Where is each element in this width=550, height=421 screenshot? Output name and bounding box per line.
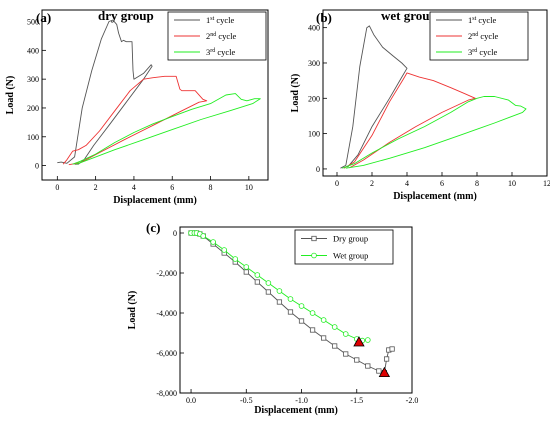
data-point	[365, 338, 370, 343]
data-point	[277, 289, 282, 294]
data-point	[321, 318, 326, 323]
data-point	[343, 332, 348, 337]
y-tick-label: 400	[308, 24, 320, 33]
legend-label: Dry group	[333, 234, 368, 244]
chart-panel-3: 0.0 -0.5 -1.0 -1.5 -2.0 0 -2,000 -4,000 -6,000 -8…	[127, 220, 418, 416]
data-point	[255, 273, 260, 278]
x-axis-title: Displacement (mm)	[254, 405, 338, 416]
x-tick-label: 0.0	[186, 396, 196, 405]
y-tick-label: 300	[308, 59, 320, 68]
x-axis-title: Displacement (mm)	[113, 195, 197, 206]
x-tick-label: 0	[55, 183, 59, 192]
x-tick-label: -0.5	[240, 396, 253, 405]
data-point	[299, 304, 304, 309]
legend-label: Wet group	[333, 251, 368, 261]
x-tick-label: 2	[94, 183, 98, 192]
y-tick-label: 0	[35, 162, 39, 171]
data-point	[288, 297, 293, 302]
x-tick-label: 6	[440, 179, 444, 188]
y-tick-label: 200	[27, 104, 39, 113]
data-point	[321, 336, 325, 340]
data-point	[377, 369, 381, 373]
y-tick-label: 400	[27, 46, 39, 55]
chart-panel-2: 0 2 4 6 8 10 12 0 100 200 300 400 Displacement (mm) L…	[290, 8, 550, 202]
panel-label: (c)	[146, 220, 160, 235]
x-tick-label: 10	[245, 183, 253, 192]
x-tick-label: 6	[170, 183, 174, 192]
data-point	[288, 310, 292, 314]
y-tick-label: 0	[173, 229, 177, 238]
legend: 1st cycle 2nd cycle 3rd cycle	[168, 12, 266, 60]
y-axis-title: Load (N)	[5, 76, 16, 115]
data-point	[244, 270, 248, 274]
data-point	[266, 290, 270, 294]
y-axis-title: Load (N)	[127, 291, 138, 330]
series-line-1	[57, 20, 152, 164]
legend: 1st cycle 2nd cycle 3rd cycle	[430, 12, 528, 60]
y-tick-label: -6,000	[156, 349, 177, 358]
panel-label: (b)	[316, 10, 332, 25]
y-tick-label: 100	[27, 133, 39, 142]
data-point	[222, 248, 227, 253]
data-point	[344, 352, 348, 356]
x-tick-label: -1.0	[295, 396, 308, 405]
data-point	[211, 240, 216, 245]
x-tick-label: 0	[335, 179, 339, 188]
data-point	[233, 257, 238, 262]
x-tick-label: -1.5	[350, 396, 363, 405]
data-point	[277, 300, 281, 304]
x-tick-label: 8	[209, 183, 213, 192]
data-point	[201, 234, 206, 239]
data-point	[299, 319, 303, 323]
x-tick-label: 8	[475, 179, 479, 188]
y-axis-title: Load (N)	[290, 74, 301, 113]
y-tick-label: 100	[308, 130, 320, 139]
y-tick-label: -8,000	[156, 389, 177, 398]
x-tick-label: -2.0	[406, 396, 419, 405]
chart-title: wet group	[381, 8, 437, 23]
series-line-2	[63, 76, 207, 164]
series-line-2	[344, 73, 475, 168]
chart-title: dry group	[98, 8, 154, 23]
legend-marker	[312, 253, 317, 258]
data-point	[244, 265, 249, 270]
series-line-3	[342, 97, 526, 169]
data-point	[366, 364, 370, 368]
y-tick-label: -4,000	[156, 309, 177, 318]
data-point	[384, 357, 388, 361]
y-tick-label: -2,000	[156, 269, 177, 278]
data-point	[310, 311, 315, 316]
y-tick-label: 200	[308, 94, 320, 103]
x-tick-label: 4	[405, 179, 409, 188]
x-tick-label: 2	[370, 179, 374, 188]
panel-label: (a)	[36, 10, 51, 25]
legend: Dry group Wet group	[295, 230, 393, 264]
x-tick-label: 4	[132, 183, 136, 192]
series-line-1	[341, 26, 408, 168]
x-tick-label: 10	[508, 179, 516, 188]
y-tick-label: 300	[27, 75, 39, 84]
data-point	[255, 280, 259, 284]
data-point	[310, 328, 314, 332]
data-point	[266, 281, 271, 286]
data-point	[332, 325, 337, 330]
data-point	[355, 358, 359, 362]
y-tick-label: 0	[316, 165, 320, 174]
data-point	[390, 347, 394, 351]
x-tick-label: 12	[543, 179, 550, 188]
data-point	[332, 344, 336, 348]
x-axis-title: Displacement (mm)	[393, 191, 477, 202]
legend-marker	[312, 236, 316, 240]
